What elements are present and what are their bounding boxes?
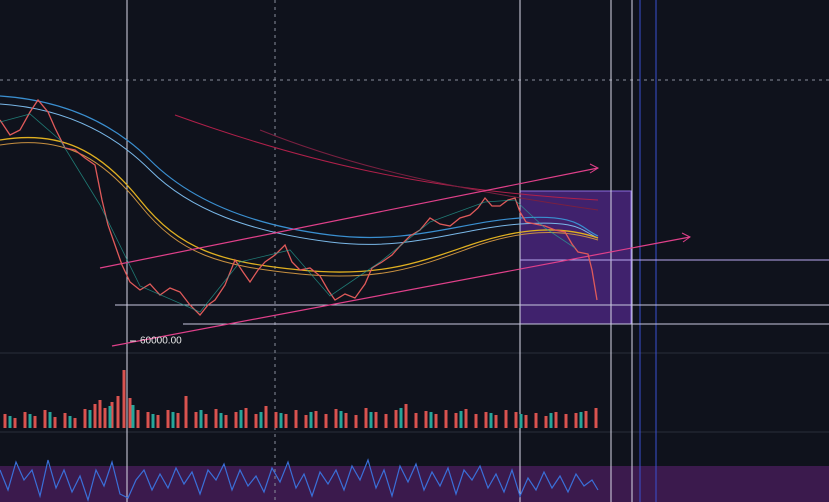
trendline-arrow	[681, 232, 691, 243]
price-line	[0, 98, 598, 316]
oscillator-line	[0, 458, 599, 502]
trendline-arrow	[589, 163, 600, 174]
range-box	[519, 190, 632, 325]
price-line	[0, 113, 576, 313]
moving-average	[0, 142, 599, 277]
moving-average	[259, 129, 599, 211]
volume-bars	[3, 370, 598, 428]
oscillator-band	[0, 466, 829, 502]
moving-average	[174, 114, 599, 201]
volume-bars	[8, 405, 583, 428]
trendline	[99, 167, 599, 269]
trendline	[111, 236, 691, 347]
price-label: 60000.00	[140, 336, 182, 347]
